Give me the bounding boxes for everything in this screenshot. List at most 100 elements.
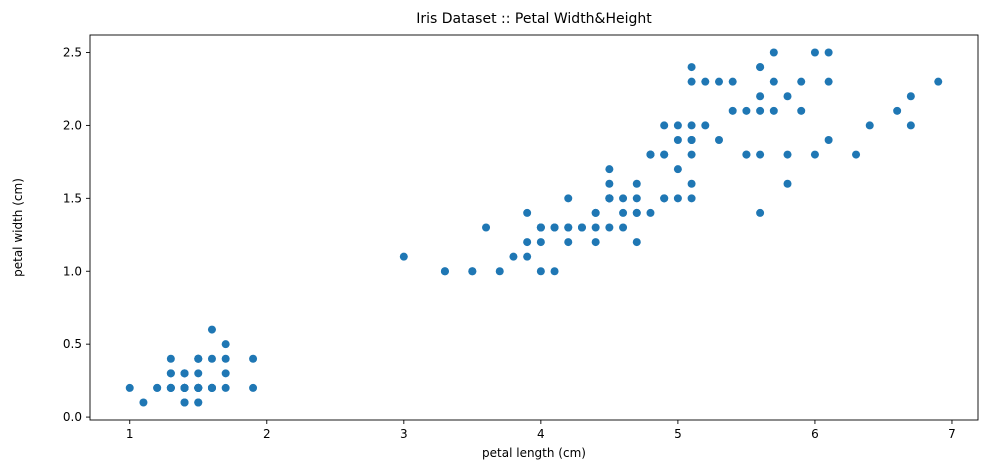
data-point-42 (166, 383, 175, 392)
data-point-148 (728, 77, 737, 86)
data-point-129 (783, 179, 792, 188)
data-point-89 (536, 223, 545, 232)
data-point-115 (715, 77, 723, 86)
data-point-137 (742, 150, 751, 159)
data-point-103 (756, 150, 765, 159)
data-point-69 (523, 252, 532, 261)
data-point-5 (221, 354, 230, 363)
data-point-85 (605, 179, 614, 188)
data-point-13 (139, 398, 148, 407)
data-point-83 (687, 179, 696, 188)
data-point-125 (810, 150, 819, 159)
data-point-46 (207, 383, 216, 392)
y-tick-label: 0.0 (63, 410, 82, 424)
data-point-146 (673, 136, 682, 144)
data-point-63 (632, 208, 641, 217)
data-point-67 (550, 267, 559, 276)
x-tick-label: 1 (126, 427, 134, 441)
data-point-86 (632, 194, 641, 203)
x-tick-label: 7 (948, 427, 956, 441)
data-point-16 (166, 354, 175, 363)
data-point-61 (564, 194, 573, 203)
data-point-75 (591, 208, 600, 217)
data-point-32 (194, 398, 203, 407)
data-point-98 (399, 252, 408, 261)
data-point-108 (783, 150, 792, 159)
data-point-147 (701, 121, 710, 130)
x-tick-label: 4 (537, 427, 545, 441)
data-point-111 (715, 136, 723, 144)
y-tick-label: 0.5 (63, 337, 82, 351)
data-point-112 (742, 106, 751, 115)
data-point-55 (605, 223, 614, 232)
data-point-72 (660, 194, 669, 203)
data-point-87 (591, 223, 600, 232)
data-point-133 (687, 194, 696, 203)
data-point-22 (125, 383, 134, 392)
data-point-18 (221, 369, 230, 378)
data-point-134 (756, 208, 765, 217)
data-point-97 (577, 223, 586, 232)
data-point-62 (536, 267, 545, 276)
data-point-90 (591, 238, 600, 247)
data-point-140 (756, 63, 765, 72)
data-point-138 (646, 150, 655, 159)
data-point-49 (180, 383, 189, 392)
x-tick-label: 2 (263, 427, 271, 441)
data-point-124 (769, 106, 778, 115)
data-point-23 (221, 340, 230, 349)
data-point-110 (687, 121, 696, 130)
data-point-56 (632, 179, 641, 188)
data-point-109 (824, 48, 833, 57)
data-point-19 (194, 369, 203, 378)
y-tick-label: 2.0 (63, 118, 82, 132)
data-point-59 (523, 208, 532, 217)
data-point-128 (756, 106, 765, 115)
data-point-149 (687, 150, 696, 159)
data-point-24 (249, 383, 258, 392)
data-point-77 (673, 165, 682, 174)
data-point-93 (440, 267, 449, 276)
data-point-37 (180, 398, 189, 407)
data-point-114 (687, 63, 696, 72)
data-point-131 (865, 121, 874, 130)
data-point-20 (221, 383, 230, 392)
data-point-48 (194, 383, 203, 392)
data-point-119 (673, 194, 682, 203)
data-point-143 (797, 77, 806, 86)
x-tick-label: 6 (811, 427, 819, 441)
x-axis-ticks: 1 2 3 4 5 6 7 (126, 420, 956, 441)
data-point-100 (810, 48, 819, 57)
data-point-91 (619, 208, 628, 217)
data-point-132 (756, 92, 765, 101)
data-point-121 (660, 121, 669, 130)
y-tick-label: 2.5 (63, 46, 82, 60)
data-point-45 (180, 369, 189, 378)
data-point-127 (660, 150, 669, 159)
data-point-96 (564, 223, 573, 232)
x-axis-label: petal length (cm) (482, 446, 586, 460)
data-point-105 (893, 106, 902, 115)
data-point-26 (207, 354, 216, 363)
y-axis-ticks: 0.0 0.5 1.0 1.5 2.0 2.5 (63, 46, 90, 424)
data-point-92 (536, 238, 545, 247)
data-point-99 (550, 223, 559, 232)
data-point-102 (797, 106, 806, 115)
data-point-73 (632, 238, 641, 247)
data-point-43 (207, 325, 216, 334)
data-point-81 (495, 267, 504, 276)
data-point-130 (824, 136, 833, 144)
x-tick-label: 5 (674, 427, 682, 441)
data-point-142 (687, 136, 696, 144)
y-tick-label: 1.5 (63, 191, 82, 205)
data-point-122 (906, 121, 915, 130)
data-point-117 (906, 92, 915, 101)
data-point-104 (783, 92, 792, 101)
plot-frame (89, 34, 979, 421)
data-point-107 (852, 150, 861, 159)
data-point-58 (619, 223, 628, 232)
data-point-118 (934, 77, 943, 86)
x-tick-label: 3 (400, 427, 408, 441)
